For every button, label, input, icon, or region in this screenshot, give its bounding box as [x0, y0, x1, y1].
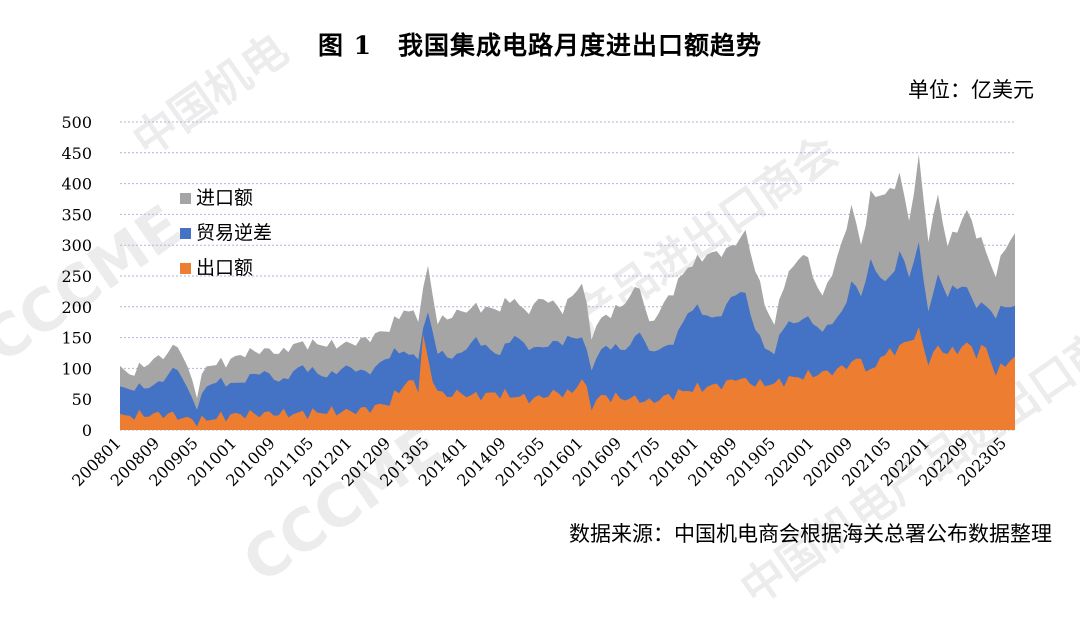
- y-tick-label: 500: [61, 113, 92, 132]
- y-tick-label: 450: [61, 144, 92, 163]
- legend-swatch: [180, 193, 191, 204]
- legend-label: 进口额: [196, 187, 253, 209]
- export-area: [120, 327, 1015, 430]
- legend-label: 贸易逆差: [196, 222, 272, 244]
- legend-label: 出口额: [196, 257, 253, 279]
- y-tick-label: 350: [61, 205, 92, 224]
- data-source: 数据来源：中国机电商会根据海关总署公布数据整理: [569, 522, 1052, 546]
- y-tick-label: 300: [61, 236, 92, 255]
- y-tick-label: 250: [61, 267, 92, 286]
- y-axis-ticks: 0 50 100 150 200 250 300 350 400 450 500: [61, 113, 92, 440]
- y-tick-label: 400: [61, 175, 92, 194]
- chart-area: 0 50 100 150 200 250 300 350 400 450 500 200801200…: [61, 113, 1015, 490]
- y-tick-label: 200: [61, 298, 92, 317]
- y-tick-label: 50: [72, 390, 92, 409]
- y-tick-label: 100: [61, 359, 92, 378]
- legend-swatch: [180, 228, 191, 239]
- x-axis-ticks: 2008012008092009052010012010092011052012…: [68, 433, 1010, 490]
- y-tick-label: 0: [82, 421, 92, 440]
- chart-title: 图 1 我国集成电路月度进出口额趋势: [317, 31, 763, 60]
- legend-swatch: [180, 263, 191, 274]
- unit-label: 单位：亿美元: [908, 78, 1034, 102]
- y-tick-label: 150: [61, 329, 92, 348]
